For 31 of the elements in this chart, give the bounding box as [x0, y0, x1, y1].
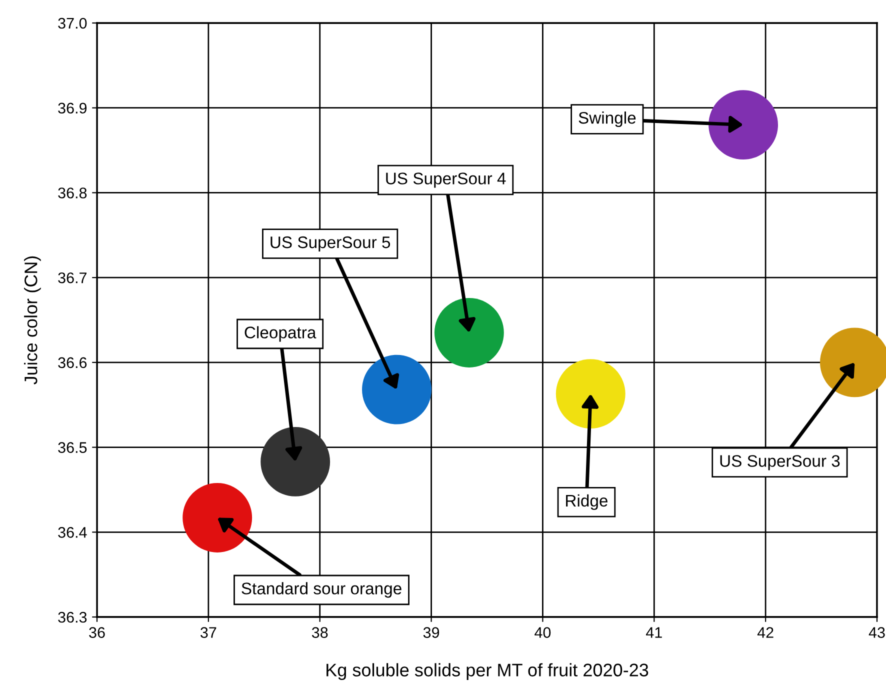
- y-tick-label: 36.5: [58, 442, 87, 453]
- annotation: US SuperSour 3: [720, 455, 840, 470]
- annotation: US SuperSour 5: [270, 236, 390, 252]
- x-tick-label: 38: [312, 627, 328, 638]
- y-tick-label: 36.4: [58, 527, 87, 538]
- y-tick-label: 36.6: [58, 357, 87, 368]
- y-axis-title: Juice color (CN): [24, 256, 41, 384]
- point: [434, 298, 504, 368]
- y-tick-label: 37.0: [58, 18, 87, 29]
- x-tick-label: 42: [757, 627, 774, 638]
- x-tick-label: 37: [200, 627, 216, 638]
- y-tick-label: 36.9: [58, 102, 87, 114]
- point: [708, 90, 778, 160]
- annotation: US SuperSour 4: [386, 172, 506, 188]
- annotation: Cleopatra: [244, 326, 316, 342]
- point: [556, 359, 626, 429]
- annotation: Ridge: [566, 494, 608, 510]
- x-tick-label: 39: [423, 627, 440, 638]
- x-tick-label: 43: [868, 627, 885, 638]
- point: [260, 426, 330, 496]
- annotation: Standard sour orange: [242, 582, 402, 598]
- x-tick-label: 40: [534, 627, 551, 638]
- x-axis-title: Kg soluble solids per MT of fruit 2020-23: [326, 663, 648, 680]
- annotation: Swingle: [578, 112, 636, 128]
- y-tick-label: 36.8: [58, 188, 87, 198]
- x-tick-label: 36: [89, 627, 105, 638]
- y-tick-label: 36.3: [58, 612, 87, 623]
- point: [362, 354, 432, 424]
- point: [182, 482, 252, 552]
- x-tick-label: 41: [646, 627, 662, 638]
- y-tick-label: 36.7: [58, 272, 87, 284]
